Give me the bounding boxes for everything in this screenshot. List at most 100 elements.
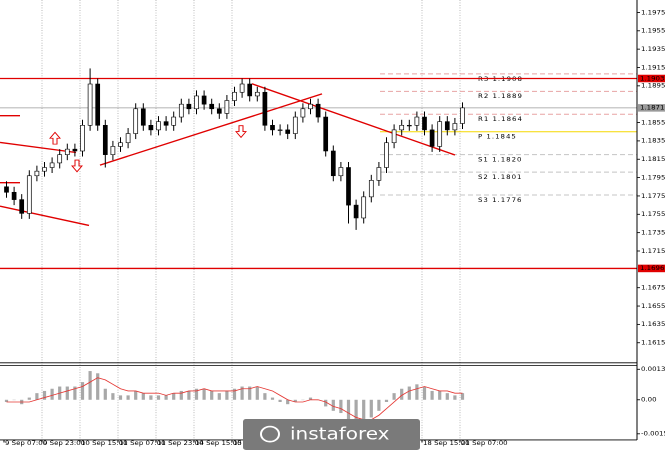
pivot-label: S3 1.1776	[478, 196, 523, 203]
trend-line	[99, 93, 323, 166]
y-tick-label: 1.1815	[641, 156, 665, 163]
y-tick-label: 1.1915	[641, 64, 665, 71]
candle-body	[186, 103, 192, 110]
histogram-bar	[324, 399, 328, 407]
histogram-bar	[42, 390, 47, 400]
arrow-down	[71, 159, 83, 173]
candle-body	[133, 108, 139, 134]
candle-body	[452, 123, 458, 131]
candle-body	[315, 103, 321, 118]
candle-body	[346, 167, 351, 206]
candle-body	[444, 121, 450, 131]
candle-body	[254, 91, 260, 97]
candle-body	[163, 121, 169, 126]
histogram-bar	[460, 393, 465, 400]
histogram-bar	[4, 399, 9, 402]
histogram-bar	[111, 393, 115, 400]
y-tick-label: 1.1835	[641, 137, 665, 144]
candle-body	[72, 148, 78, 152]
candle-body	[57, 154, 63, 164]
candle-body	[194, 95, 199, 110]
candle-body	[95, 83, 101, 126]
y-tick-label: 1.1715	[641, 247, 665, 254]
histogram-bar	[210, 390, 214, 400]
candle-body	[178, 103, 184, 118]
x-tick-label: 9 Sep 07:00	[5, 440, 47, 447]
histogram-bar	[103, 388, 107, 400]
y-tick-label: 0.00	[641, 396, 657, 403]
candle-body	[277, 129, 283, 131]
histogram-bar	[187, 390, 191, 400]
candle-body	[414, 116, 420, 126]
arrow-up	[49, 131, 61, 145]
histogram-bar	[80, 382, 85, 400]
level-label-box	[638, 74, 665, 83]
candle-body	[34, 170, 40, 177]
y-tick-label: 1.1895	[641, 82, 665, 89]
candle-body	[232, 91, 237, 101]
candle-body	[368, 180, 374, 198]
candle-body	[118, 142, 123, 147]
trend-line	[251, 83, 456, 156]
histogram-bar	[270, 397, 275, 400]
candle-body	[384, 142, 389, 168]
histogram-bar	[179, 390, 183, 400]
histogram-bar	[293, 399, 297, 402]
histogram-bar	[65, 386, 69, 400]
histogram-bar	[339, 399, 343, 414]
pivot-label: R1 1.1864	[478, 116, 523, 123]
histogram-bar	[263, 393, 267, 400]
histogram-bar	[407, 386, 411, 400]
candle-body	[42, 167, 47, 172]
y-tick-label: 1.1955	[641, 27, 665, 34]
histogram-bar	[88, 371, 92, 400]
y-tick-label: 1.1975	[641, 9, 665, 16]
candle-body	[323, 116, 329, 152]
histogram-bar	[164, 395, 168, 400]
y-tick-label: 1.1795	[641, 174, 665, 181]
candle-body	[300, 108, 306, 118]
logo: instaforex	[243, 418, 420, 450]
histogram-bar	[149, 395, 153, 400]
histogram-bar	[430, 390, 434, 400]
candle-body	[353, 204, 359, 219]
pivot-label: R2 1.1889	[478, 93, 523, 100]
histogram-bar	[118, 395, 123, 400]
histogram-bar	[308, 397, 313, 400]
histogram-bar	[202, 388, 206, 400]
candle-body	[201, 95, 207, 105]
histogram-bar	[445, 393, 449, 400]
histogram-bar	[225, 390, 229, 400]
histogram-bar	[331, 399, 335, 411]
y-tick-label: 1.1755	[641, 211, 665, 218]
candle-body	[148, 125, 154, 131]
level-label: 1.1871	[640, 104, 664, 111]
histogram-bar	[354, 399, 358, 425]
candle-body	[460, 107, 465, 124]
y-tick-label: 1.1775	[641, 192, 665, 199]
x-tick-label: 10 Sep 15:00	[81, 440, 128, 447]
candle-body	[292, 116, 298, 134]
candle-body	[4, 186, 9, 193]
x-tick-label: 21 Sep 07:00	[461, 440, 508, 447]
candle-body	[216, 108, 222, 114]
candle-body	[224, 100, 230, 114]
y-tick-label: 1.1935	[641, 46, 665, 53]
histogram-bar	[126, 395, 130, 400]
histogram-bar	[377, 399, 381, 411]
histogram-bar	[217, 393, 221, 400]
histogram-bar	[453, 395, 457, 400]
candle-body	[270, 125, 275, 131]
candle-body	[308, 103, 313, 110]
y-tick-label: 0.00138	[641, 366, 665, 373]
x-tick-label: 11 Sep 23:00	[157, 440, 204, 447]
x-tick-label: 11 Sep 07:00	[119, 440, 166, 447]
histogram-bar	[362, 399, 366, 422]
histogram-bar	[73, 386, 77, 400]
grid-layer	[41, 0, 461, 440]
histogram-bar	[27, 397, 31, 400]
x-tick-label: 9 Sep 23:00	[43, 440, 85, 447]
